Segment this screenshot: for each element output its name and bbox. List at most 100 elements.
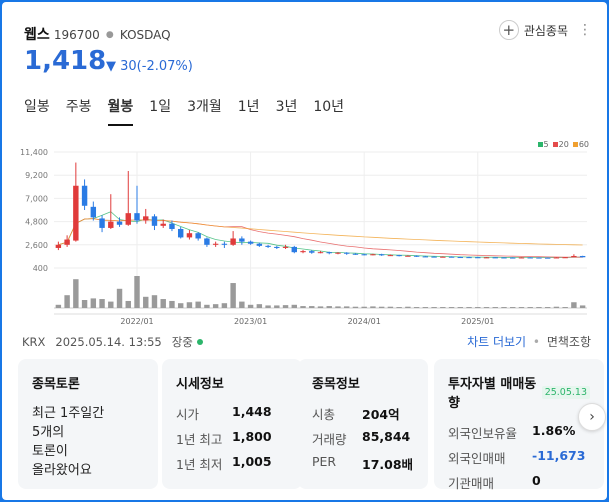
candle-body <box>177 228 184 238</box>
volume-bar <box>422 307 429 308</box>
volume-bar <box>378 306 385 308</box>
volume-bar <box>527 307 533 308</box>
candle-body <box>352 253 359 255</box>
candle-body <box>448 256 455 258</box>
separator-dot: ● <box>105 30 114 40</box>
candle-body <box>527 257 533 259</box>
x-tick-label: 2025/01 <box>461 317 494 326</box>
candle-body <box>90 206 97 218</box>
ma-legend: 5 20 60 <box>537 140 589 149</box>
volume-bar <box>256 304 263 308</box>
candle-body <box>553 257 560 259</box>
volume-bar <box>265 305 271 308</box>
volume-bar <box>492 307 498 308</box>
volume-bar <box>291 304 297 308</box>
tab-1year[interactable]: 1년 <box>237 99 260 115</box>
candle-body <box>108 221 114 228</box>
candle-body <box>483 257 490 259</box>
y-tick-label: 11,400 <box>20 148 48 157</box>
candle-body <box>64 239 70 245</box>
candle-body <box>230 238 236 245</box>
volume-bar <box>405 306 411 308</box>
discussion-text: 최근 1주일간 5개의 토론이 올라왔어요 <box>32 406 105 478</box>
next-arrow-icon[interactable]: › <box>578 403 606 431</box>
price-chart[interactable]: 11,400 9,200 7,000 4,800 2,600 400 2022/01 2023… <box>2 140 607 330</box>
volume-bar <box>125 300 131 308</box>
y-tick-label: 9,200 <box>25 171 48 180</box>
disclaimer-link[interactable]: 면책조항 <box>546 335 591 349</box>
candle-body <box>518 257 525 259</box>
volume-bar <box>536 307 542 308</box>
candle-body <box>169 223 175 229</box>
volume-bar <box>387 306 394 308</box>
more-chart-link[interactable]: 차트 더보기 <box>467 335 527 349</box>
volume-bar <box>518 307 525 308</box>
candle-body <box>134 213 140 221</box>
plus-icon: + <box>498 20 519 40</box>
market-info-card[interactable]: 시세정보 시가 1,448 1년 최고 1,800 1년 최저 1,005 <box>162 359 302 489</box>
candle-body <box>510 257 516 259</box>
candle-body <box>265 245 271 247</box>
candle-body <box>151 216 158 226</box>
tab-10years[interactable]: 10년 <box>313 99 345 115</box>
volume-bar <box>143 296 149 308</box>
stock-code: 196700 <box>53 28 100 42</box>
candle-body <box>99 218 105 228</box>
volume-bar <box>475 307 481 308</box>
candle-body <box>125 213 131 225</box>
tab-3months[interactable]: 3개월 <box>187 99 222 115</box>
watchlist-button[interactable]: + 관심종목 ⋮ <box>498 20 592 40</box>
volume-bar <box>396 307 402 308</box>
quote-datetime: 2025.05.14. 13:55 <box>55 335 162 349</box>
stock-name[interactable]: 웹스 <box>24 27 50 43</box>
volume-bar <box>483 307 490 308</box>
tab-daily[interactable]: 일봉 <box>24 99 50 115</box>
tab-weekly[interactable]: 주봉 <box>65 99 92 115</box>
volume-bar <box>501 307 507 308</box>
investor-trend-card[interactable]: 투자자별 매매동향 25.05.13 외국인보유율 1.86% 외국인매매 -11,… <box>434 359 604 491</box>
volume-bar <box>544 307 551 308</box>
stock-info-card[interactable]: 종목정보 시총 204억 거래량 85,844 PER 17.08배 <box>298 359 428 489</box>
volume-bar <box>90 298 97 308</box>
tab-monthly[interactable]: 월봉 <box>107 96 134 126</box>
volume-bar <box>440 307 446 308</box>
watchlist-label: 관심종목 <box>523 23 568 38</box>
y-tick-label: 4,800 <box>25 218 48 227</box>
candle-body <box>282 246 289 248</box>
stockinfo-row: PER 17.08배 <box>312 454 414 472</box>
volume-bar <box>116 288 123 308</box>
volume-bar <box>352 306 359 308</box>
discussion-card[interactable]: 종목토론 최근 1주일간 5개의 토론이 올라왔어요 <box>18 359 158 489</box>
more-icon[interactable]: ⋮ <box>578 22 592 38</box>
tab-3years[interactable]: 3년 <box>275 99 298 115</box>
quote-meta: KRX 2025.05.14. 13:55 장중 <box>22 334 203 350</box>
candle-body <box>405 255 411 257</box>
volume-bar <box>344 306 350 308</box>
volume-bar <box>466 307 472 308</box>
legend-ma20: 20 <box>552 140 569 149</box>
candle-body <box>326 252 332 254</box>
volume-bar <box>160 299 166 308</box>
volume-bar <box>448 307 455 308</box>
candle-body <box>562 257 568 259</box>
volume-bar <box>247 304 254 308</box>
y-tick-label: 7,000 <box>25 194 48 203</box>
candle-body <box>370 254 376 256</box>
price-change-value: 30(-2.07%) <box>120 59 193 74</box>
candle-body <box>317 252 324 254</box>
market-info-title: 시세정보 <box>176 377 224 392</box>
volume-bar <box>335 306 341 308</box>
investor-row: 기관매매 0 <box>448 473 541 491</box>
candle-body <box>309 251 315 253</box>
candle-body <box>212 243 219 245</box>
candle-body <box>501 257 507 259</box>
candle-body <box>160 223 166 226</box>
candle-body <box>221 243 228 245</box>
volume-bar <box>204 304 210 308</box>
volume-bar <box>300 306 306 308</box>
tab-1day[interactable]: 1일 <box>149 99 172 115</box>
candle-body <box>431 256 437 258</box>
volume-bar <box>571 302 577 308</box>
candle-body <box>81 185 88 206</box>
